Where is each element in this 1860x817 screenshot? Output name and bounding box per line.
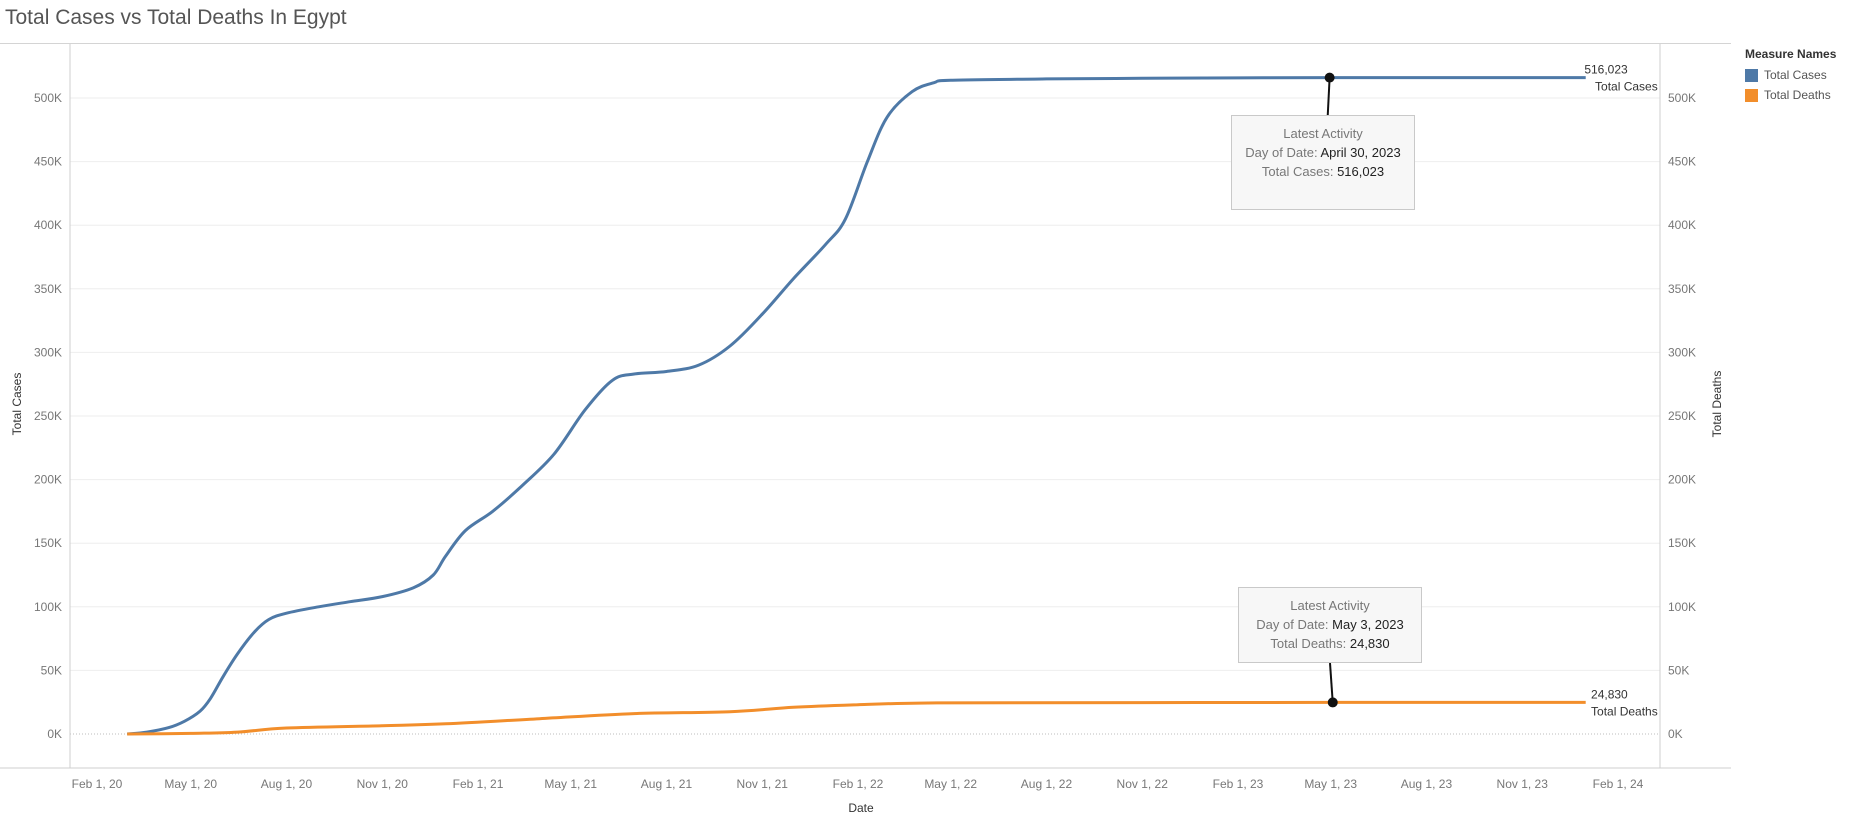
y-axis-right-title: Total Deaths <box>1710 371 1724 438</box>
x-tick: Aug 1, 23 <box>1401 777 1453 791</box>
tooltip-total-cases: Latest Activity Day of Date: April 30, 2… <box>1231 115 1415 210</box>
y-tick-left: 200K <box>34 473 62 487</box>
x-tick: Nov 1, 22 <box>1117 777 1169 791</box>
x-tick: May 1, 23 <box>1304 777 1357 791</box>
legend-swatch-total-cases <box>1745 68 1758 82</box>
legend-swatch-total-deaths <box>1745 88 1758 102</box>
y-tick-left: 50K <box>41 663 62 677</box>
y-axis-left-title: Total Cases <box>10 373 24 436</box>
y-tick-right: 200K <box>1668 473 1696 487</box>
y-tick-right: 350K <box>1668 282 1696 296</box>
x-tick: Feb 1, 20 <box>72 777 123 791</box>
y-tick-left: 500K <box>34 91 62 105</box>
y-tick-left: 450K <box>34 155 62 169</box>
y-tick-right: 300K <box>1668 345 1696 359</box>
end-label-total-cases: Total Cases <box>1595 80 1658 94</box>
tooltip-heading: Latest Activity <box>1283 126 1363 141</box>
x-tick: Feb 1, 22 <box>833 777 884 791</box>
y-tick-left: 300K <box>34 345 62 359</box>
tooltip-total-deaths: Latest Activity Day of Date: May 3, 2023… <box>1238 587 1422 663</box>
y-tick-right: 250K <box>1668 409 1696 423</box>
end-value-total-deaths: 24,830 <box>1591 687 1628 701</box>
tooltip-value-row: Total Deaths: 24,830 <box>1270 636 1390 651</box>
legend-label-total-deaths: Total Deaths <box>1764 88 1831 102</box>
y-tick-right: 400K <box>1668 218 1696 232</box>
axes: 0K 0K 50K 50K 100K 100K 150K 150K 200K 200K 250K 25… <box>0 44 1731 791</box>
y-tick-right: 500K <box>1668 91 1696 105</box>
legend: Measure Names Total Cases Total Deaths <box>1745 47 1836 105</box>
x-tick: Aug 1, 22 <box>1021 777 1073 791</box>
chart-title: Total Cases vs Total Deaths In Egypt <box>5 6 347 29</box>
series-line-total-deaths <box>127 700 1586 736</box>
x-tick: Nov 1, 23 <box>1497 777 1549 791</box>
end-label-total-deaths: Total Deaths <box>1591 704 1658 718</box>
x-tick: Nov 1, 21 <box>737 777 789 791</box>
tooltip-date-row: Day of Date: April 30, 2023 <box>1245 145 1401 160</box>
x-tick: May 1, 20 <box>164 777 217 791</box>
x-tick: Feb 1, 21 <box>453 777 504 791</box>
x-tick: Aug 1, 20 <box>261 777 313 791</box>
series-line-total-cases <box>127 76 1586 736</box>
y-tick-right: 450K <box>1668 155 1696 169</box>
y-tick-left: 0K <box>47 727 62 741</box>
x-tick: Feb 1, 23 <box>1213 777 1264 791</box>
y-tick-right: 50K <box>1668 663 1689 677</box>
x-tick: May 1, 21 <box>544 777 597 791</box>
tooltip-value-row: Total Cases: 516,023 <box>1261 164 1385 179</box>
y-tick-right: 100K <box>1668 600 1696 614</box>
x-axis-title: Date <box>848 801 874 815</box>
series-lines: 516,023 Total Cases 24,830 Total Deaths <box>127 63 1658 736</box>
legend-item-total-cases[interactable]: Total Cases <box>1745 65 1836 85</box>
x-tick: Feb 1, 24 <box>1593 777 1644 791</box>
x-tick: Nov 1, 20 <box>357 777 409 791</box>
legend-title: Measure Names <box>1745 47 1837 61</box>
annotation-point <box>1324 72 1335 83</box>
y-tick-left: 250K <box>34 409 62 423</box>
y-tick-left: 350K <box>34 282 62 296</box>
legend-item-total-deaths[interactable]: Total Deaths <box>1745 85 1836 105</box>
y-tick-right: 0K <box>1668 727 1683 741</box>
x-tick: May 1, 22 <box>924 777 977 791</box>
y-tick-right: 150K <box>1668 536 1696 550</box>
annotation-point <box>1327 697 1338 708</box>
annotation-leader <box>1329 662 1334 703</box>
x-tick: Aug 1, 21 <box>641 777 693 791</box>
end-value-total-cases: 516,023 <box>1584 63 1628 77</box>
title-divider <box>0 43 1731 44</box>
y-tick-left: 400K <box>34 218 62 232</box>
tooltip-heading: Latest Activity <box>1290 598 1370 613</box>
y-tick-left: 100K <box>34 600 62 614</box>
legend-label-total-cases: Total Cases <box>1764 68 1827 82</box>
tooltip-date-row: Day of Date: May 3, 2023 <box>1256 617 1404 632</box>
y-tick-left: 150K <box>34 536 62 550</box>
